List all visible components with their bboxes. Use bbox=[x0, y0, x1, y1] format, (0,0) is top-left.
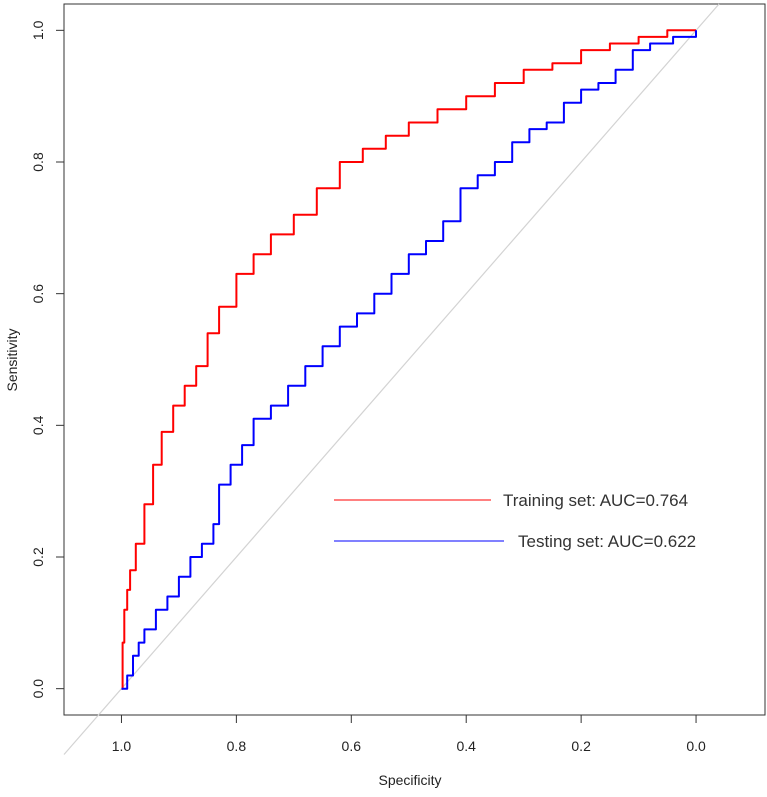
x-tick-label: 0.6 bbox=[342, 738, 362, 754]
testing-roc-line bbox=[121, 30, 697, 690]
y-tick-label: 1.0 bbox=[30, 20, 46, 40]
x-tick-label: 0.8 bbox=[227, 738, 247, 754]
legend: Training set: AUC=0.764 Testing set: AUC… bbox=[334, 491, 696, 551]
y-tick-label: 0.8 bbox=[30, 152, 46, 172]
legend-label-training: Training set: AUC=0.764 bbox=[503, 491, 688, 510]
y-tick-label: 0.0 bbox=[30, 679, 46, 699]
reference-layer bbox=[63, 3, 720, 755]
reference-diagonal-line bbox=[63, 3, 720, 755]
y-axis-title: Sensitivity bbox=[4, 328, 20, 391]
x-axis-title: Specificity bbox=[378, 772, 441, 788]
y-tick-label: 0.6 bbox=[30, 284, 46, 304]
x-tick-label: 0.4 bbox=[456, 738, 476, 754]
y-tick-label: 0.2 bbox=[30, 547, 46, 567]
x-tick-label: 0.0 bbox=[686, 738, 706, 754]
x-tick-label: 1.0 bbox=[112, 738, 132, 754]
y-tick-label: 0.4 bbox=[30, 415, 46, 435]
y-axis: 0.0 0.2 0.4 0.6 0.8 1.0 bbox=[30, 20, 65, 699]
plot-frame bbox=[63, 3, 766, 716]
x-tick-label: 0.2 bbox=[571, 738, 591, 754]
training-roc-line bbox=[121, 29, 696, 690]
legend-label-testing: Testing set: AUC=0.622 bbox=[518, 532, 696, 551]
series-layer bbox=[121, 29, 697, 690]
x-axis: 1.0 0.8 0.6 0.4 0.2 0.0 bbox=[112, 714, 706, 754]
